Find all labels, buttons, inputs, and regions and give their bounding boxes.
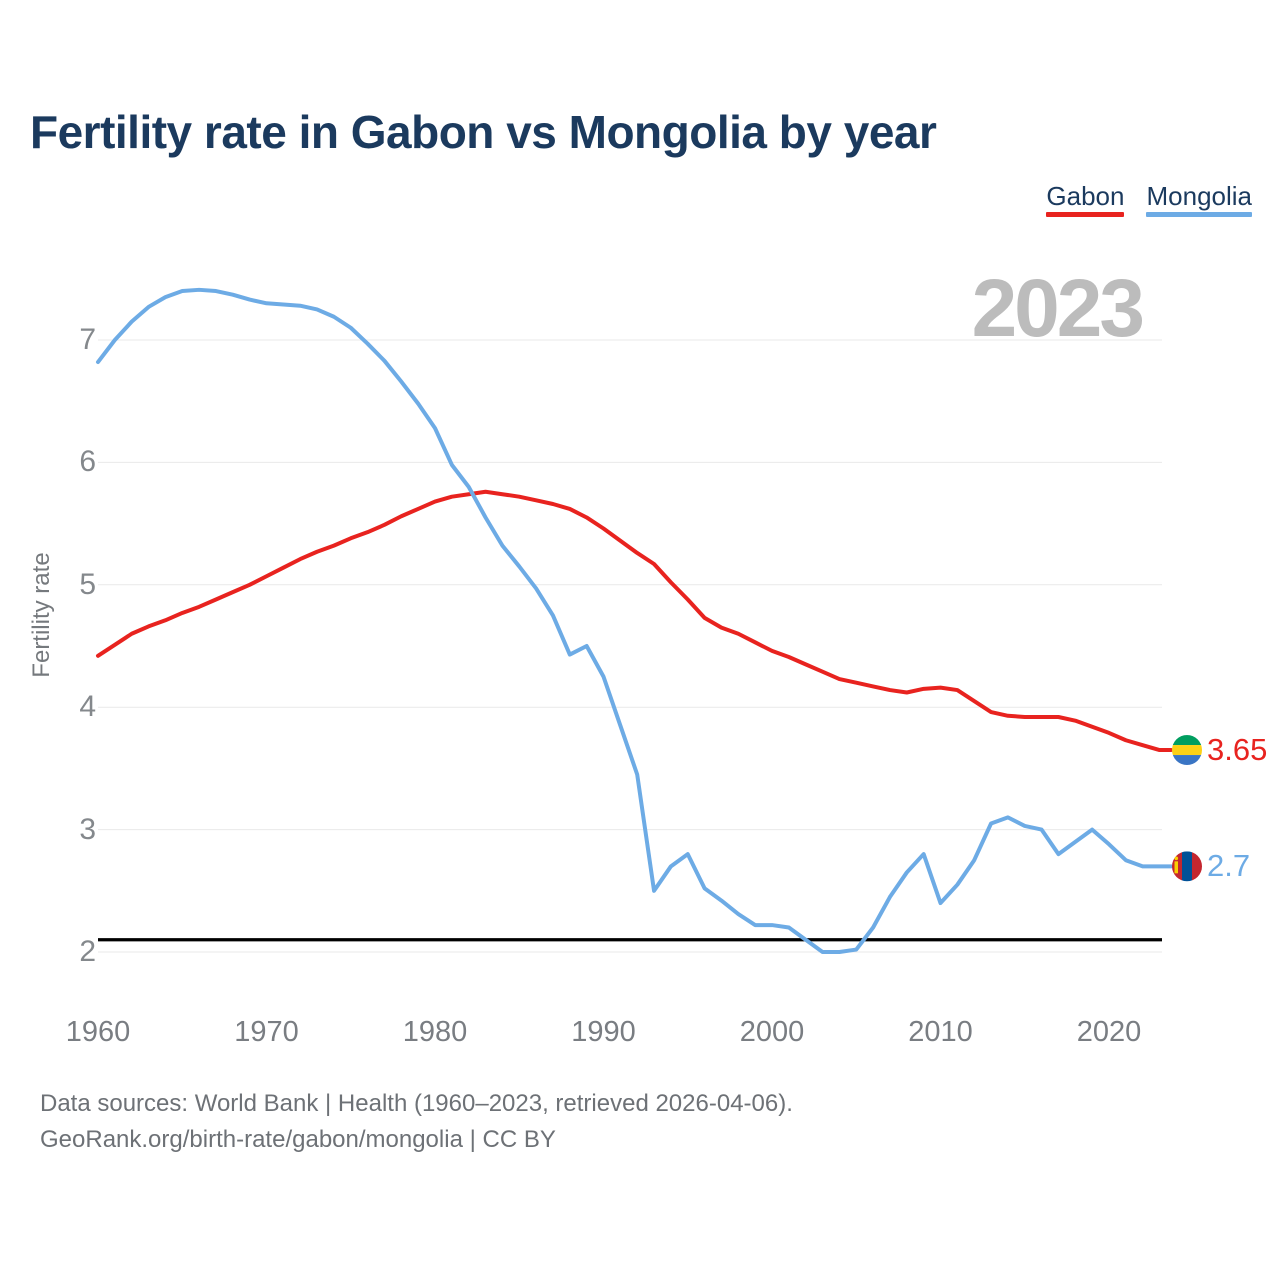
gabon-flag-yellow-stripe [1172,745,1202,756]
legend-label-gabon: Gabon [1046,181,1125,211]
mongolia-flag-soyombo-dot [1174,856,1179,861]
legend-label-mongolia: Mongolia [1146,181,1252,211]
y-tick-label-2: 2 [79,935,96,968]
y-tick-label-3: 3 [79,812,96,846]
end-flag-icons [1172,735,1202,882]
y-tick-label-4: 4 [79,690,96,724]
mongolia-flag-blue-stripe [1182,851,1192,882]
mongolia-flag-icon [1172,851,1202,882]
x-tick-label-2020: 2020 [1076,1016,1142,1048]
series-line-mongolia [96,287,1173,954]
x-tick-label-2010: 2010 [908,1016,973,1048]
gabon-flag-blue-stripe [1172,755,1202,766]
legend-underline-mongolia [1146,212,1252,217]
gabon-flag-green-stripe [1172,735,1202,746]
chart-title: Fertility rate in Gabon vs Mongolia by y… [30,106,937,158]
y-tick-label-7: 7 [79,323,96,356]
end-value-label-gabon: 3.65 [1207,732,1268,768]
series-line-gabon [96,489,1173,753]
x-tick-label-1980: 1980 [402,1016,468,1048]
footer-data-sources: Data sources: World Bank | Health (1960–… [40,1090,793,1117]
watermark-year: 2023 [971,263,1145,354]
y-tick-label-6: 6 [79,445,96,479]
x-tick-label-1990: 1990 [571,1016,636,1048]
gridlines [98,339,1162,953]
end-value-label-mongolia: 2.7 [1207,848,1251,884]
series-lines [96,287,1173,954]
mongolia-flag-right-red-stripe [1192,851,1202,882]
x-tick-label-2000: 2000 [739,1016,805,1048]
footer: Data sources: World Bank | Health (1960–… [40,1086,793,1158]
mongolia-flag-soyombo-mark [1174,861,1178,874]
legend-item-mongolia[interactable]: Mongolia [1146,182,1252,217]
x-tick-label-1960: 1960 [65,1016,131,1048]
y-tick-label-5: 5 [79,567,96,601]
gabon-flag-icon [1172,735,1202,766]
legend: Gabon Mongolia [1046,182,1252,217]
footer-attribution: GeoRank.org/birth-rate/gabon/mongolia | … [40,1126,556,1153]
legend-item-gabon[interactable]: Gabon [1046,181,1125,217]
x-tick-label-1970: 1970 [234,1016,299,1048]
legend-underline-gabon [1046,212,1125,217]
